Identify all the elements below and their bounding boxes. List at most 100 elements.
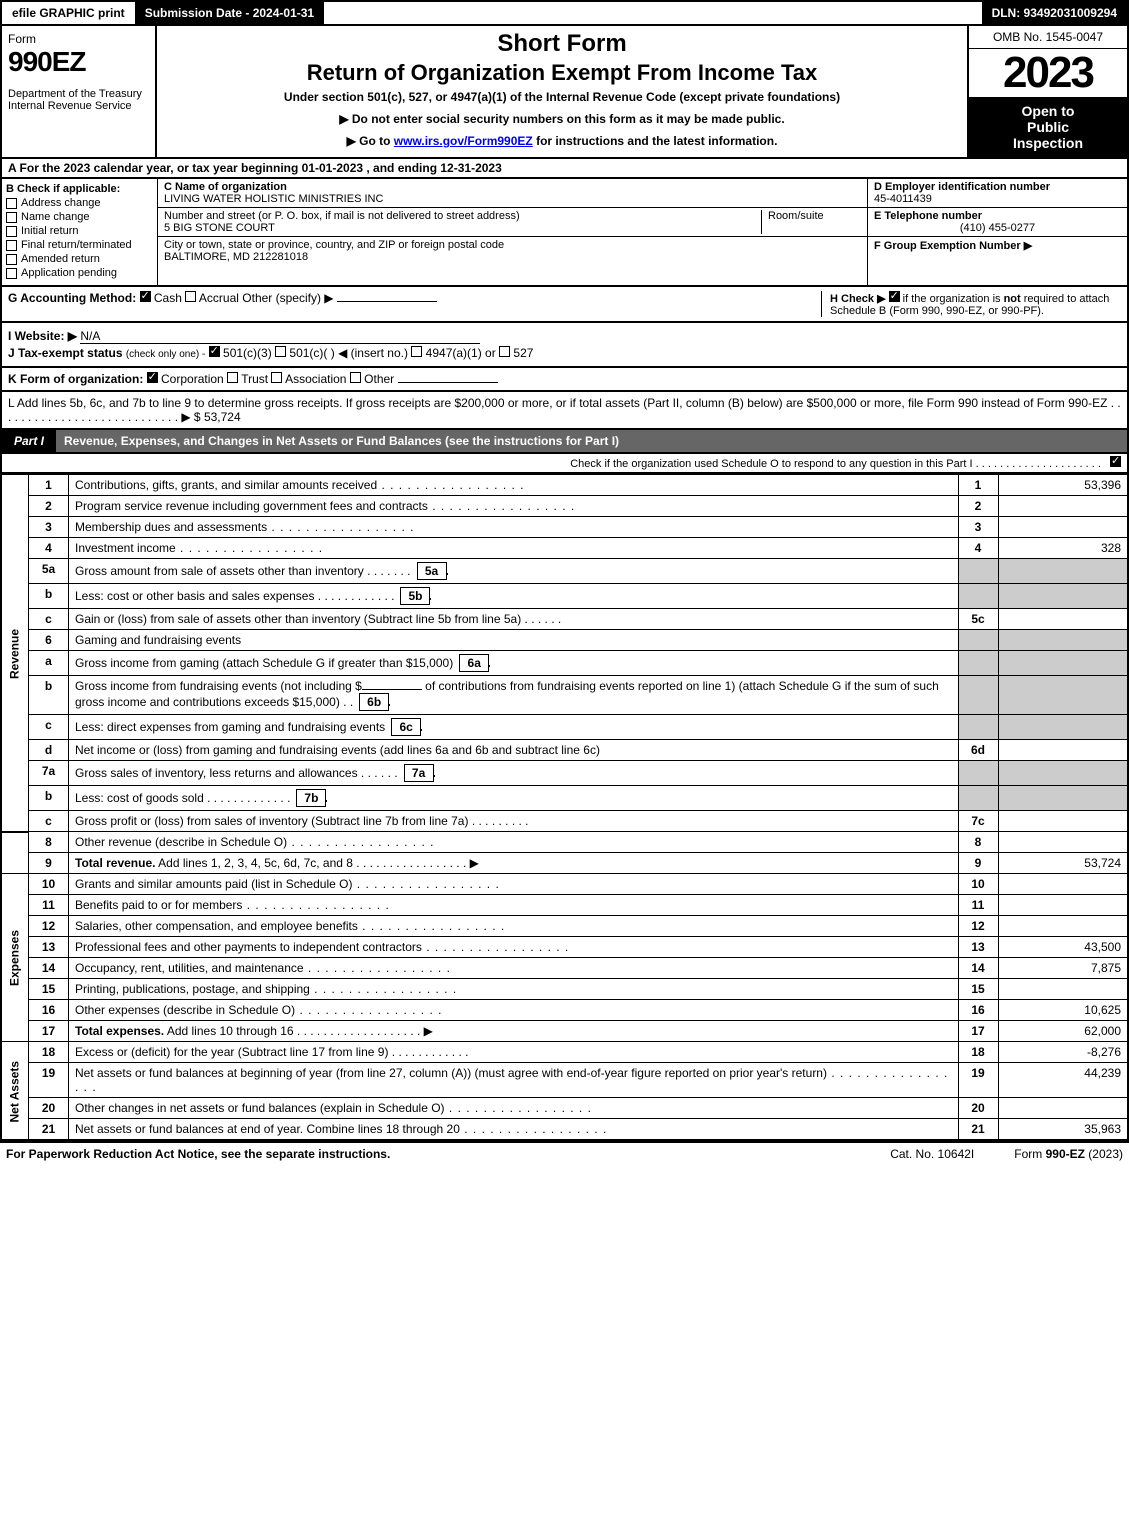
efile-label[interactable]: efile GRAPHIC print — [2, 2, 135, 24]
checkbox-501c-icon[interactable] — [275, 346, 286, 357]
amt-19: 44,239 — [998, 1063, 1128, 1098]
irs-link[interactable]: www.irs.gov/Form990EZ — [394, 134, 533, 148]
form-title-1: Short Form — [167, 30, 957, 58]
amt-11 — [998, 895, 1128, 916]
g-label: G Accounting Method: — [8, 291, 136, 305]
check-application-pending[interactable]: Application pending — [6, 267, 153, 279]
check-initial-return[interactable]: Initial return — [6, 225, 153, 237]
check-final-return[interactable]: Final return/terminated — [6, 239, 153, 251]
row-7b: b Less: cost of goods sold . . . . . . .… — [1, 786, 1128, 811]
row-6d: d Net income or (loss) from gaming and f… — [1, 740, 1128, 761]
row-18: Net Assets 18 Excess or (deficit) for th… — [1, 1042, 1128, 1063]
org-city: BALTIMORE, MD 212281018 — [164, 251, 504, 263]
org-name-label: C Name of organization — [164, 181, 861, 193]
group-exemption-label: F Group Exemption Number ▶ — [874, 239, 1121, 252]
amt-3 — [998, 517, 1128, 538]
checkbox-4947-icon[interactable] — [411, 346, 422, 357]
page-footer: For Paperwork Reduction Act Notice, see … — [0, 1141, 1129, 1165]
inline-amt-6a — [489, 665, 569, 667]
form-title-2: Return of Organization Exempt From Incom… — [167, 60, 957, 86]
section-b-header: B Check if applicable: — [6, 183, 153, 195]
top-bar: efile GRAPHIC print Submission Date - 20… — [0, 0, 1129, 26]
inline-amt-6b — [389, 704, 469, 706]
cat-no: Cat. No. 10642I — [890, 1147, 974, 1161]
amt-8 — [998, 832, 1128, 853]
amt-20 — [998, 1098, 1128, 1119]
checkbox-501c3-icon[interactable] — [209, 346, 220, 357]
checkbox-cash-icon[interactable] — [140, 291, 151, 302]
check-name-change[interactable]: Name change — [6, 211, 153, 223]
h-label: H Check ▶ — [830, 293, 886, 305]
check-address-change[interactable]: Address change — [6, 197, 153, 209]
checkbox-schedule-o-icon[interactable] — [1110, 456, 1121, 467]
k-label: K Form of organization: — [8, 372, 143, 386]
form-ref: Form 990-EZ (2023) — [1014, 1147, 1123, 1161]
website-label: I Website: ▶ — [8, 329, 77, 343]
room-label: Room/suite — [761, 210, 861, 234]
amt-18: -8,276 — [998, 1042, 1128, 1063]
row-7c: c Gross profit or (loss) from sales of i… — [1, 811, 1128, 832]
row-16: 16 Other expenses (describe in Schedule … — [1, 1000, 1128, 1021]
amt-10 — [998, 874, 1128, 895]
amt-14: 7,875 — [998, 958, 1128, 979]
row-15: 15 Printing, publications, postage, and … — [1, 979, 1128, 1000]
section-a: A For the 2023 calendar year, or tax yea… — [0, 159, 1129, 179]
checkbox-accrual-icon[interactable] — [185, 291, 196, 302]
note-goto: ▶ Go to www.irs.gov/Form990EZ for instru… — [167, 134, 957, 148]
inline-amt-7a — [434, 775, 514, 777]
omb-number: OMB No. 1545-0047 — [969, 26, 1127, 49]
row-13: 13 Professional fees and other payments … — [1, 937, 1128, 958]
section-k: K Form of organization: Corporation Trus… — [0, 368, 1129, 392]
check-amended-return[interactable]: Amended return — [6, 253, 153, 265]
row-8: 8 Other revenue (describe in Schedule O)… — [1, 832, 1128, 853]
inline-amt-6c — [421, 729, 501, 731]
checkbox-corp-icon[interactable] — [147, 372, 158, 383]
note-ssn: ▶ Do not enter social security numbers o… — [167, 112, 957, 126]
form-header: Form 990EZ Department of the Treasury In… — [0, 26, 1129, 159]
part-1-sub: Check if the organization used Schedule … — [0, 454, 1129, 474]
checkbox-527-icon[interactable] — [499, 346, 510, 357]
other-specify-input[interactable] — [337, 301, 437, 302]
ein-row: D Employer identification number 45-4011… — [868, 179, 1127, 208]
org-addr-row: Number and street (or P. O. box, if mail… — [158, 208, 867, 237]
amt-1: 53,396 — [998, 475, 1128, 496]
inline-amt-5b — [430, 598, 510, 600]
submission-date: Submission Date - 2024-01-31 — [135, 2, 324, 24]
amt-7c — [998, 811, 1128, 832]
note-goto-pre: ▶ Go to — [347, 134, 394, 148]
checkbox-icon — [6, 268, 17, 279]
row-6a: a Gross income from gaming (attach Sched… — [1, 651, 1128, 676]
section-c: C Name of organization LIVING WATER HOLI… — [157, 179, 867, 285]
section-b: B Check if applicable: Address change Na… — [2, 179, 157, 285]
section-ij: I Website: ▶ N/A J Tax-exempt status (ch… — [0, 323, 1129, 368]
amt-9: 53,724 — [998, 853, 1128, 874]
org-addr-label: Number and street (or P. O. box, if mail… — [164, 210, 761, 222]
dln-label: DLN: 93492031009294 — [982, 2, 1127, 24]
row-12: 12 Salaries, other compensation, and emp… — [1, 916, 1128, 937]
form-number: 990EZ — [8, 46, 149, 78]
j-label: J Tax-exempt status — [8, 346, 123, 360]
paperwork-notice: For Paperwork Reduction Act Notice, see … — [6, 1147, 390, 1161]
row-21: 21 Net assets or fund balances at end of… — [1, 1119, 1128, 1141]
tax-exempt-row: J Tax-exempt status (check only one) - 5… — [8, 346, 1121, 360]
tax-year: 2023 — [969, 49, 1127, 97]
row-11: 11 Benefits paid to or for members 11 — [1, 895, 1128, 916]
expenses-side-label: Expenses — [1, 874, 29, 1042]
block-bcdef: B Check if applicable: Address change Na… — [0, 179, 1129, 287]
other-org-input[interactable] — [398, 382, 498, 383]
section-h: H Check ▶ if the organization is not req… — [821, 291, 1121, 317]
inspect-l3: Inspection — [973, 135, 1123, 151]
amt-4: 328 — [998, 538, 1128, 559]
header-right: OMB No. 1545-0047 2023 Open to Public In… — [967, 26, 1127, 157]
amt-21: 35,963 — [998, 1119, 1128, 1141]
checkbox-h-icon[interactable] — [889, 291, 900, 302]
checkbox-trust-icon[interactable] — [227, 372, 238, 383]
org-name: LIVING WATER HOLISTIC MINISTRIES INC — [164, 193, 861, 205]
note-goto-post: for instructions and the latest informat… — [533, 134, 778, 148]
checkbox-other-icon[interactable] — [350, 372, 361, 383]
group-exemption-row: F Group Exemption Number ▶ — [868, 237, 1127, 254]
fundraising-amt-input[interactable] — [362, 689, 422, 690]
form-subtitle: Under section 501(c), 527, or 4947(a)(1)… — [167, 90, 957, 104]
inspect-l1: Open to — [973, 103, 1123, 119]
checkbox-assoc-icon[interactable] — [271, 372, 282, 383]
